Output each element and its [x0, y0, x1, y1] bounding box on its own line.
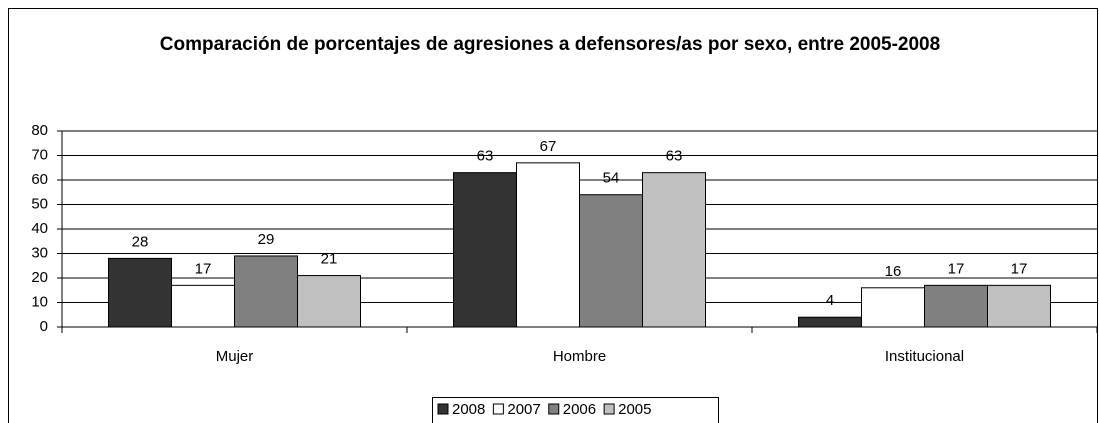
bar [516, 162, 580, 328]
bar [798, 316, 862, 328]
legend-label: 2006 [563, 401, 596, 418]
y-tick-label: 60 [31, 171, 48, 188]
y-tick-label: 70 [31, 146, 48, 163]
value-label: 16 [885, 263, 902, 280]
bar [108, 257, 172, 328]
legend-swatch [548, 403, 560, 415]
value-label: 17 [1011, 260, 1028, 277]
value-label: 29 [258, 231, 275, 248]
bar [642, 172, 706, 328]
value-label: 63 [666, 148, 683, 165]
value-label: 54 [603, 170, 620, 187]
legend-label: 2008 [452, 401, 485, 418]
legend-swatch [492, 403, 504, 415]
bar [861, 287, 925, 328]
bar [171, 284, 235, 328]
legend-swatch [603, 403, 615, 415]
chart-title: Comparación de porcentajes de agresiones… [159, 34, 941, 55]
bar [234, 255, 298, 328]
bar [453, 172, 517, 328]
bar [297, 275, 361, 328]
x-tick-label: Hombre [553, 348, 606, 365]
bar [924, 284, 988, 328]
y-tick-label: 10 [31, 293, 48, 310]
value-label: 67 [540, 138, 557, 155]
value-label: 4 [826, 292, 834, 309]
y-tick-label: 20 [31, 269, 48, 286]
legend-swatch [437, 403, 449, 415]
y-tick-label: 30 [31, 244, 48, 261]
x-tick-label: Mujer [216, 348, 254, 365]
value-label: 21 [321, 251, 338, 268]
value-label: 17 [948, 260, 965, 277]
legend-box [432, 397, 719, 423]
bar [987, 284, 1051, 328]
y-tick-label: 80 [31, 122, 48, 139]
legend-label: 2005 [618, 401, 651, 418]
bar [579, 194, 643, 328]
x-tick-label: Institucional [885, 348, 964, 365]
value-label: 17 [195, 260, 212, 277]
y-tick-label: 50 [31, 195, 48, 212]
y-tick-label: 40 [31, 220, 48, 237]
value-label: 63 [477, 148, 494, 165]
legend-label: 2007 [507, 401, 540, 418]
y-tick-label: 0 [40, 318, 48, 335]
value-label: 28 [132, 233, 149, 250]
